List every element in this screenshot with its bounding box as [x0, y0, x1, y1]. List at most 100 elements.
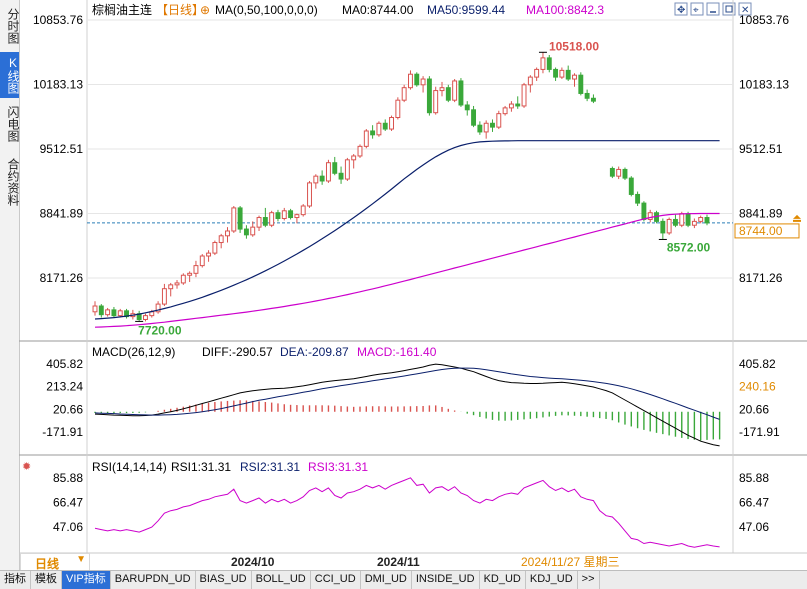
candle-up — [540, 57, 546, 70]
candle-down — [635, 193, 641, 204]
macd-value: MACD:-161.40 — [357, 345, 437, 359]
candle-down — [98, 305, 104, 316]
macd-axis-left: 405.82 213.24 20.66 -171.91 — [42, 357, 83, 439]
price-tick-left: 10853.76 — [33, 13, 83, 27]
candle-up — [344, 159, 350, 180]
zoom-icon[interactable] — [674, 2, 688, 16]
cursor-icon-glyph: ⌖ — [693, 5, 699, 16]
candle-down — [590, 97, 596, 102]
candle-down — [332, 162, 338, 174]
candle-down — [275, 212, 281, 219]
candle-up — [483, 122, 489, 133]
restore-icon-glyph — [725, 5, 733, 13]
candle-up — [408, 73, 413, 89]
candle-up — [395, 99, 401, 119]
indicator-tabbar: 指标 模板 VIP指标 BARUPDN_UD BIAS_UD BOLL_UD CCI_UD D… — [0, 570, 807, 589]
macd-tick-right: 240.16 — [739, 380, 776, 394]
macd-tick-left: 20.66 — [53, 402, 83, 416]
last-price-arrow-icon — [793, 214, 801, 222]
zoom-icon-glyph: ✥ — [677, 5, 685, 16]
candle-down — [458, 80, 464, 106]
candle-up — [231, 207, 237, 232]
cursor-icon[interactable] — [690, 2, 704, 16]
low-price-label: 7720.00 — [138, 323, 182, 337]
candle-up — [92, 305, 98, 313]
price-tick-left: 10183.13 — [33, 78, 83, 92]
tab-intraday[interactable]: 分时图 — [6, 8, 20, 44]
candle-down — [471, 109, 477, 126]
high-price-label: 10518.00 — [549, 39, 599, 53]
candle-up — [679, 213, 685, 226]
price-tick-left: 9512.51 — [40, 142, 84, 156]
candlestick-series — [92, 51, 710, 322]
candle-down — [262, 217, 268, 226]
tab-contract-info[interactable]: 合约资料 — [6, 158, 20, 206]
indicator-tab[interactable]: BIAS_UD — [196, 571, 252, 589]
indicator-tab[interactable]: BOLL_UD — [252, 571, 311, 589]
indicator-tab[interactable]: 指标 — [0, 571, 31, 589]
macd-tick-left: 405.82 — [46, 357, 83, 371]
candle-up — [616, 168, 622, 177]
candle-up — [218, 235, 224, 244]
rsi-title: RSI(14,14,14) — [92, 460, 167, 474]
candle-up — [294, 214, 300, 219]
indicator-tab[interactable]: DMI_UD — [361, 571, 412, 589]
indicator-tab[interactable]: CCI_UD — [311, 571, 361, 589]
ma50-line — [94, 140, 720, 320]
macd-tick-right: 405.82 — [739, 357, 776, 371]
ma100-line — [94, 212, 720, 328]
candle-down — [338, 172, 344, 180]
contract-title: 棕榈油主连 — [92, 2, 152, 17]
rsi-tick-right: 47.06 — [739, 520, 769, 534]
candle-down — [414, 73, 420, 86]
tab-flash[interactable]: 闪电图 — [6, 106, 20, 142]
window-toolbar: ✥ ⌖ ✕ — [674, 2, 752, 16]
candle-up — [174, 282, 180, 286]
period-selector[interactable]: 日线 ▼ — [20, 553, 90, 571]
close-icon-glyph: ✕ — [741, 5, 749, 16]
macd-dea: DEA:-209.87 — [280, 345, 349, 359]
candle-up — [281, 210, 287, 219]
price-axis-left: 10853.76 10183.13 9512.51 8841.89 8171.26 — [33, 13, 83, 285]
indicator-tab[interactable]: INSIDE_UD — [412, 571, 480, 589]
candle-up — [357, 145, 363, 157]
period-tag[interactable]: 【日线】 — [156, 3, 204, 17]
minimize-icon[interactable] — [706, 2, 720, 16]
close-icon[interactable] — [738, 2, 752, 16]
chart-area[interactable]: 棕榈油主连 【日线】 ⊕ MA(0,50,100,0,0,0) MA0:8744… — [19, 0, 807, 570]
sun-icon[interactable]: ✹ — [22, 461, 31, 473]
kline-chart[interactable]: 棕榈油主连 【日线】 ⊕ MA(0,50,100,0,0,0) MA0:8744… — [19, 0, 807, 570]
candle-down — [628, 177, 634, 195]
cursor-date: 2024/11/27 星期三 — [521, 555, 620, 569]
rsi-tick-right: 66.47 — [739, 496, 769, 510]
candle-up — [161, 288, 167, 305]
indicator-tab[interactable]: KDJ_UD — [526, 571, 578, 589]
candle-up — [572, 74, 577, 80]
candle-up — [439, 87, 445, 92]
last-price-box — [734, 223, 800, 239]
candle-up — [527, 76, 533, 86]
indicator-tab[interactable]: BARUPDN_UD — [111, 571, 196, 589]
settings-icon[interactable]: ⊕ — [200, 3, 210, 17]
indicator-tab[interactable]: VIP指标 — [62, 571, 111, 589]
candle-up — [376, 122, 382, 136]
chart-header: 棕榈油主连 【日线】 ⊕ MA(0,50,100,0,0,0) MA0:8744… — [92, 2, 604, 17]
indicator-tab[interactable]: >> — [578, 571, 600, 589]
indicator-tab[interactable]: KD_UD — [480, 571, 526, 589]
candle-down — [622, 168, 628, 179]
candle-up — [187, 272, 193, 276]
candle-up — [647, 212, 653, 220]
candle-down — [426, 78, 432, 114]
tab-kline[interactable]: K线图 — [0, 52, 20, 98]
candle-down — [672, 218, 678, 226]
indicator-tab[interactable]: 模板 — [31, 571, 62, 589]
candle-up — [193, 265, 199, 274]
rsi-header: ✹ RSI(14,14,14) RSI1:31.31 RSI2:31.31 RS… — [22, 460, 368, 474]
candle-up — [105, 309, 111, 316]
candle-up — [269, 212, 275, 226]
rsi-tick-left: 66.47 — [53, 496, 83, 510]
candle-up — [433, 90, 439, 114]
macd-tick-left: -171.91 — [42, 425, 83, 439]
last-price-marker: 8744.00 — [734, 214, 801, 239]
macd-tick-right: -171.91 — [739, 425, 780, 439]
